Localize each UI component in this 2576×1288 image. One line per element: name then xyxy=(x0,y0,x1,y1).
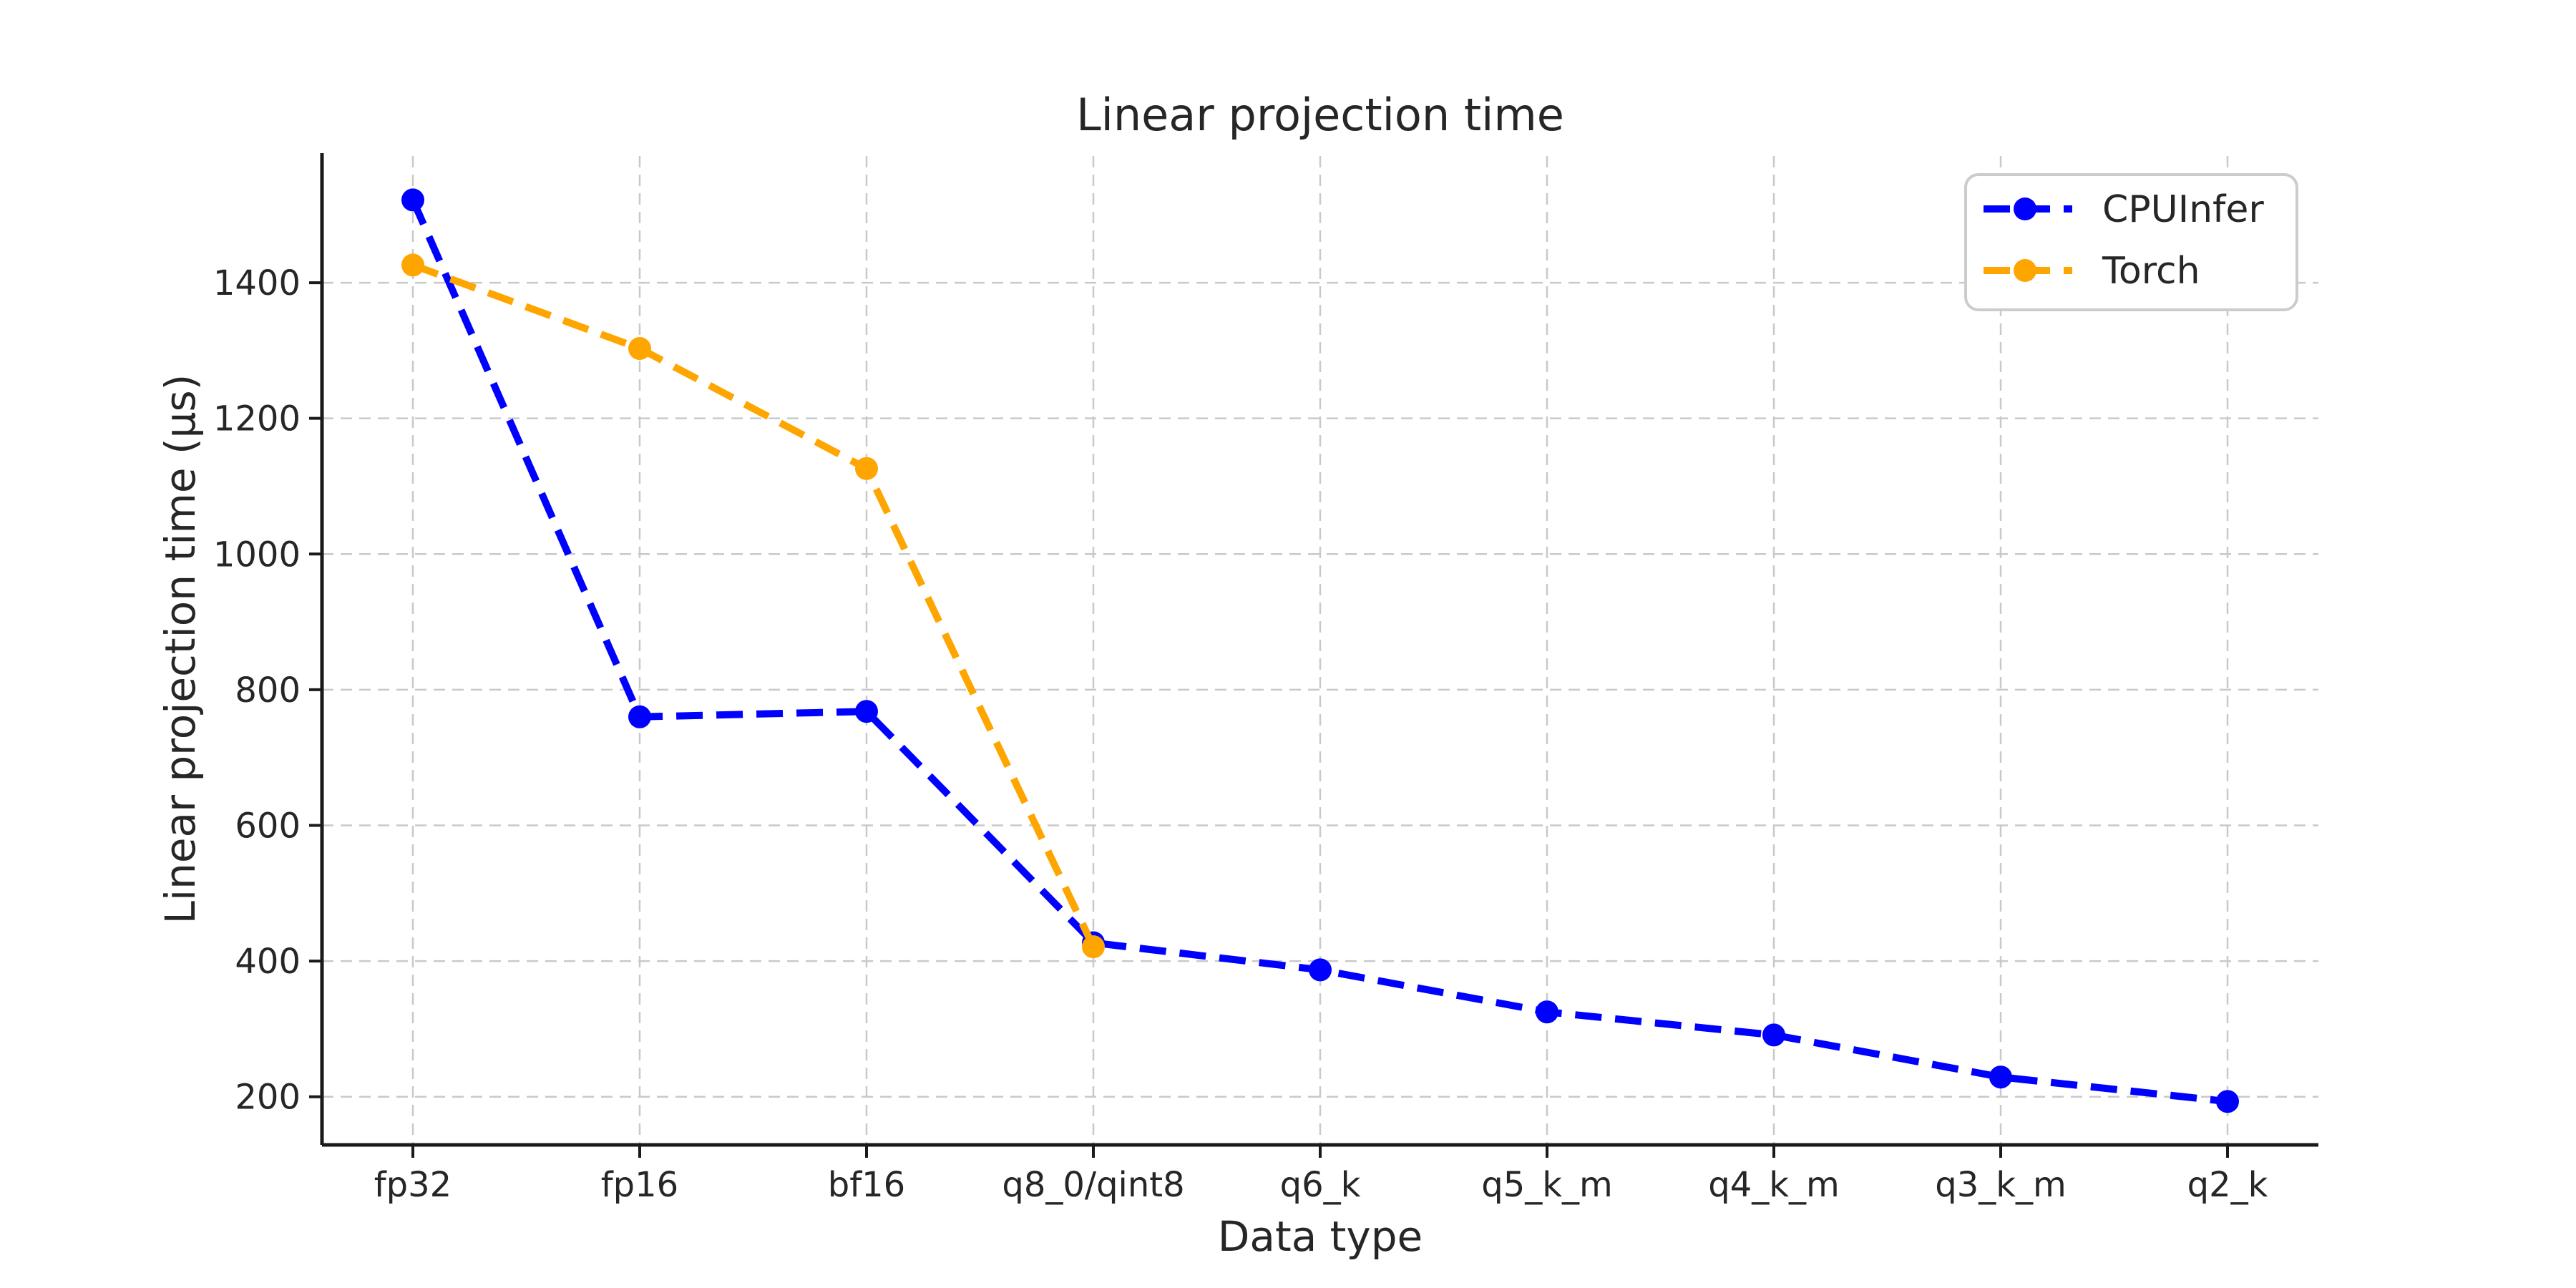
data-point-cpuinfer xyxy=(1762,1023,1785,1047)
data-point-cpuinfer xyxy=(401,188,424,212)
x-tick-label: fp16 xyxy=(601,1165,678,1205)
y-tick-label: 800 xyxy=(235,670,301,711)
x-tick-label: q5_k_m xyxy=(1481,1165,1613,1205)
data-point-torch xyxy=(855,457,878,480)
series-line-torch xyxy=(411,261,1097,949)
data-point-cpuinfer xyxy=(1989,1065,2012,1089)
x-tick-label: q2_k xyxy=(2187,1165,2268,1205)
y-tick-label: 200 xyxy=(235,1078,301,1118)
y-tick-label: 600 xyxy=(235,806,301,846)
data-point-cpuinfer xyxy=(1536,1000,1558,1024)
x-tick-label: q4_k_m xyxy=(1708,1165,1840,1205)
y-tick-label: 1000 xyxy=(213,535,301,575)
tick-layer: 200 400 600 800 1000 1200 1400 fp32 fp16 bf16 q8_0… xyxy=(213,263,2268,1205)
x-axis-label: Data type xyxy=(1218,1212,1423,1261)
legend-label-cpuinfer: CPUInfer xyxy=(2102,188,2264,231)
data-point-cpuinfer xyxy=(1309,958,1332,982)
series-layer xyxy=(401,188,2239,1113)
data-point-cpuinfer xyxy=(628,705,651,728)
grid-layer xyxy=(322,156,2318,1145)
x-tick-label: fp32 xyxy=(374,1165,452,1205)
data-point-torch xyxy=(628,337,651,361)
y-axis-label: Linear projection time (μs) xyxy=(156,374,205,924)
data-point-cpuinfer xyxy=(855,700,878,723)
series-cpuinfer xyxy=(401,188,2239,1113)
series-torch xyxy=(401,253,1105,959)
y-tick-label: 1200 xyxy=(213,399,301,439)
x-tick-label: q6_k xyxy=(1280,1165,1361,1205)
data-point-cpuinfer xyxy=(2216,1090,2239,1113)
x-tick-label: bf16 xyxy=(828,1165,905,1205)
legend-sample-marker-torch xyxy=(2014,259,2036,282)
x-tick-label: q8_0/qint8 xyxy=(1002,1165,1184,1205)
legend-sample-marker-cpuinfer xyxy=(2014,197,2036,220)
legend-label-torch: Torch xyxy=(2102,250,2200,293)
y-tick-label: 400 xyxy=(235,942,301,982)
legend: CPUInfer Torch xyxy=(1964,173,2298,311)
data-point-torch xyxy=(401,253,424,277)
chart-title: Linear projection time xyxy=(1076,89,1564,141)
data-point-torch xyxy=(1082,935,1105,959)
x-tick-label: q3_k_m xyxy=(1935,1165,2067,1205)
y-tick-label: 1400 xyxy=(213,263,301,303)
